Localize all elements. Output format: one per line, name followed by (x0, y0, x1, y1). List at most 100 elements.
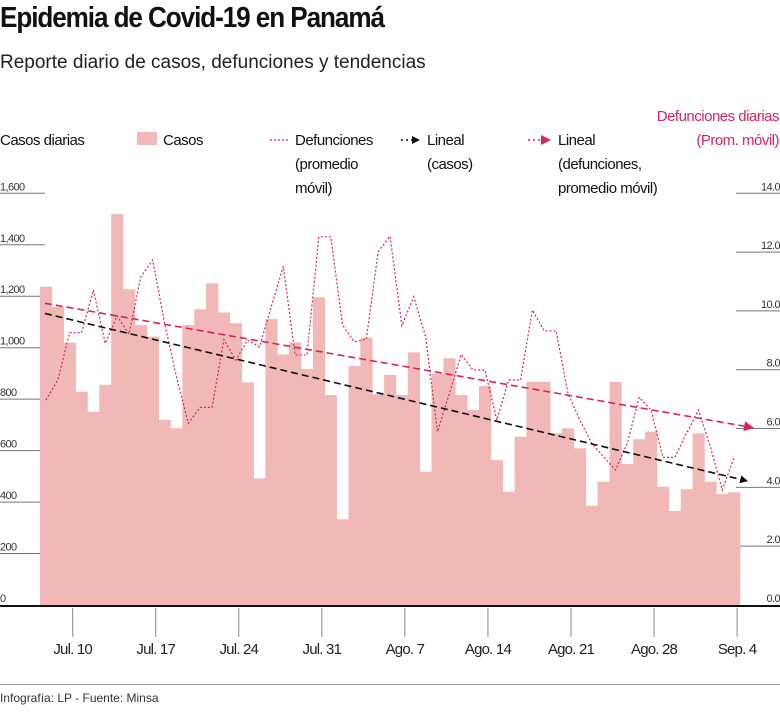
bar-casos (680, 489, 693, 605)
bar-casos (170, 428, 183, 605)
bar-casos (75, 391, 88, 605)
x-tick-label: Jul. 17 (136, 641, 175, 658)
right-tick-label: 8.0 (767, 358, 780, 370)
bar-casos (134, 325, 148, 605)
right-tick-label: 14.0 (761, 181, 780, 193)
bar-casos (40, 286, 53, 605)
bar-casos (360, 337, 373, 605)
trend-line-casos (44, 312, 749, 484)
bar-casos (336, 519, 349, 605)
bar-casos (217, 312, 231, 605)
bar-casos (206, 283, 219, 605)
bar-casos (692, 433, 705, 605)
right-tick-label: 0.0 (767, 593, 780, 605)
left-tick-label: 200 (0, 542, 17, 554)
bar-casos (395, 395, 409, 605)
bar-casos (633, 439, 646, 605)
bar-casos (146, 336, 159, 605)
bar-casos (407, 352, 420, 605)
trend-line-defunciones (44, 302, 755, 432)
x-tick-label: Jul. 24 (219, 641, 258, 658)
legend-label-casos: Casos (163, 132, 203, 149)
bar-casos (656, 486, 670, 605)
bar-casos (490, 460, 504, 605)
bar-casos (538, 381, 551, 605)
bar-casos (277, 354, 290, 605)
legend-label-lineal-defunciones: promedio móvil) (558, 180, 658, 197)
bar-casos (194, 309, 207, 605)
x-tick-label: Jul. 31 (303, 641, 342, 658)
bar-casos (123, 289, 136, 605)
legend-label-lineal-casos: (casos) (427, 156, 473, 173)
bar-casos (99, 384, 112, 605)
right-tick-label: 12.0 (761, 240, 780, 252)
line-defunciones (45, 234, 735, 492)
x-tick-label: Ago. 14 (465, 641, 512, 658)
bar-casos (265, 319, 278, 605)
bar-casos (182, 325, 195, 605)
bar-casos (621, 463, 634, 605)
bar-casos (253, 478, 266, 605)
legend-label-lineal-defunciones: Lineal (558, 132, 595, 149)
footer-divider (0, 684, 780, 685)
bar-casos (728, 492, 741, 605)
bar-casos (241, 382, 254, 605)
legend-label-defunciones: móvil) (295, 180, 333, 197)
bar-casos (550, 433, 563, 605)
x-tick-label: Ago. 21 (548, 641, 595, 658)
left-tick-label: 800 (0, 387, 17, 399)
left-tick-label: 1,200 (0, 284, 25, 296)
bar-casos (158, 419, 171, 605)
legend-swatch-casos (137, 132, 157, 145)
bar-casos (229, 323, 243, 605)
left-tick-label: 600 (0, 439, 17, 451)
bar-casos (502, 491, 515, 605)
x-tick-label: Ago. 28 (631, 641, 678, 658)
bar-casos (51, 306, 65, 605)
bar-casos (597, 481, 610, 605)
bar-casos (645, 431, 658, 605)
bar-casos (704, 481, 717, 605)
bar-casos (716, 494, 729, 605)
bar-casos (455, 395, 468, 605)
bar-casos (301, 369, 314, 605)
bar-casos (573, 448, 587, 605)
bar-casos (87, 411, 100, 605)
x-tick-label: Ago. 7 (386, 641, 425, 658)
bar-casos (467, 409, 480, 605)
bar-casos (312, 297, 326, 605)
bar-casos (609, 381, 622, 605)
chart-title: Epidemia de Covid-19 en Panamá (0, 2, 385, 34)
bar-casos (526, 381, 539, 605)
legend-label-defunciones: (promedio (295, 156, 358, 173)
bar-casos (348, 365, 361, 605)
legend-label-lineal-defunciones: (defunciones, (558, 156, 642, 173)
left-tick-label: 1,000 (0, 336, 25, 348)
x-tick-label: Jul. 10 (53, 641, 92, 658)
right-axis-title: Defunciones diarias (657, 108, 779, 125)
bar-casos (372, 394, 385, 605)
legend-label-defunciones: Defunciones (295, 132, 373, 149)
right-axis-title: (Prom. móvil) (696, 132, 779, 149)
left-tick-label: 0 (0, 593, 6, 605)
bar-casos (419, 471, 432, 605)
right-tick-label: 2.0 (767, 534, 780, 546)
left-tick-label: 1,400 (0, 233, 25, 245)
left-tick-label: 400 (0, 490, 17, 502)
bar-casos (111, 214, 124, 605)
chart-subtitle: Reporte diario de casos, defunciones y t… (0, 52, 426, 73)
x-tick-label: Sep. 4 (718, 641, 757, 658)
left-tick-label: 1,600 (0, 181, 25, 193)
footer-credit: Infografía: LP - Fuente: Minsa (0, 691, 159, 705)
bar-casos (443, 358, 456, 605)
bar-casos (585, 505, 598, 605)
bar-casos (384, 374, 397, 605)
bar-casos (562, 428, 575, 605)
left-axis-title: Casos diarias (0, 132, 84, 149)
bar-casos (324, 395, 337, 605)
right-tick-label: 4.0 (767, 475, 780, 487)
bar-casos (431, 373, 444, 605)
right-tick-label: 6.0 (767, 417, 780, 429)
